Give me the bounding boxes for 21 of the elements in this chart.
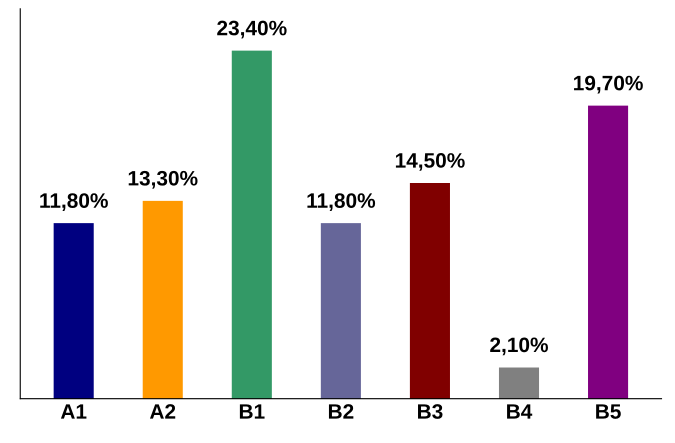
data-label: 13,30% (128, 170, 198, 189)
bar (54, 223, 94, 399)
data-label: 19,70% (574, 76, 643, 94)
x-tick-label: B3 (418, 404, 442, 419)
bar (320, 223, 361, 399)
x-tick-label: B5 (596, 404, 621, 419)
x-tick-label: A2 (150, 404, 176, 419)
data-label: 2,10% (490, 337, 548, 356)
data-label: 23,40% (217, 20, 287, 38)
x-tick-label: A1 (60, 404, 86, 419)
bar (498, 367, 540, 399)
bar (232, 50, 272, 399)
x-tick-label: B4 (507, 404, 532, 419)
bar (142, 200, 183, 399)
x-tick-label: B1 (240, 404, 265, 419)
bar (588, 106, 628, 399)
x-tick-label: B2 (328, 404, 354, 419)
data-label: 14,50% (396, 153, 465, 171)
data-label: 11,80% (40, 193, 108, 211)
bar (410, 183, 450, 399)
data-label: 11,80% (307, 193, 376, 211)
